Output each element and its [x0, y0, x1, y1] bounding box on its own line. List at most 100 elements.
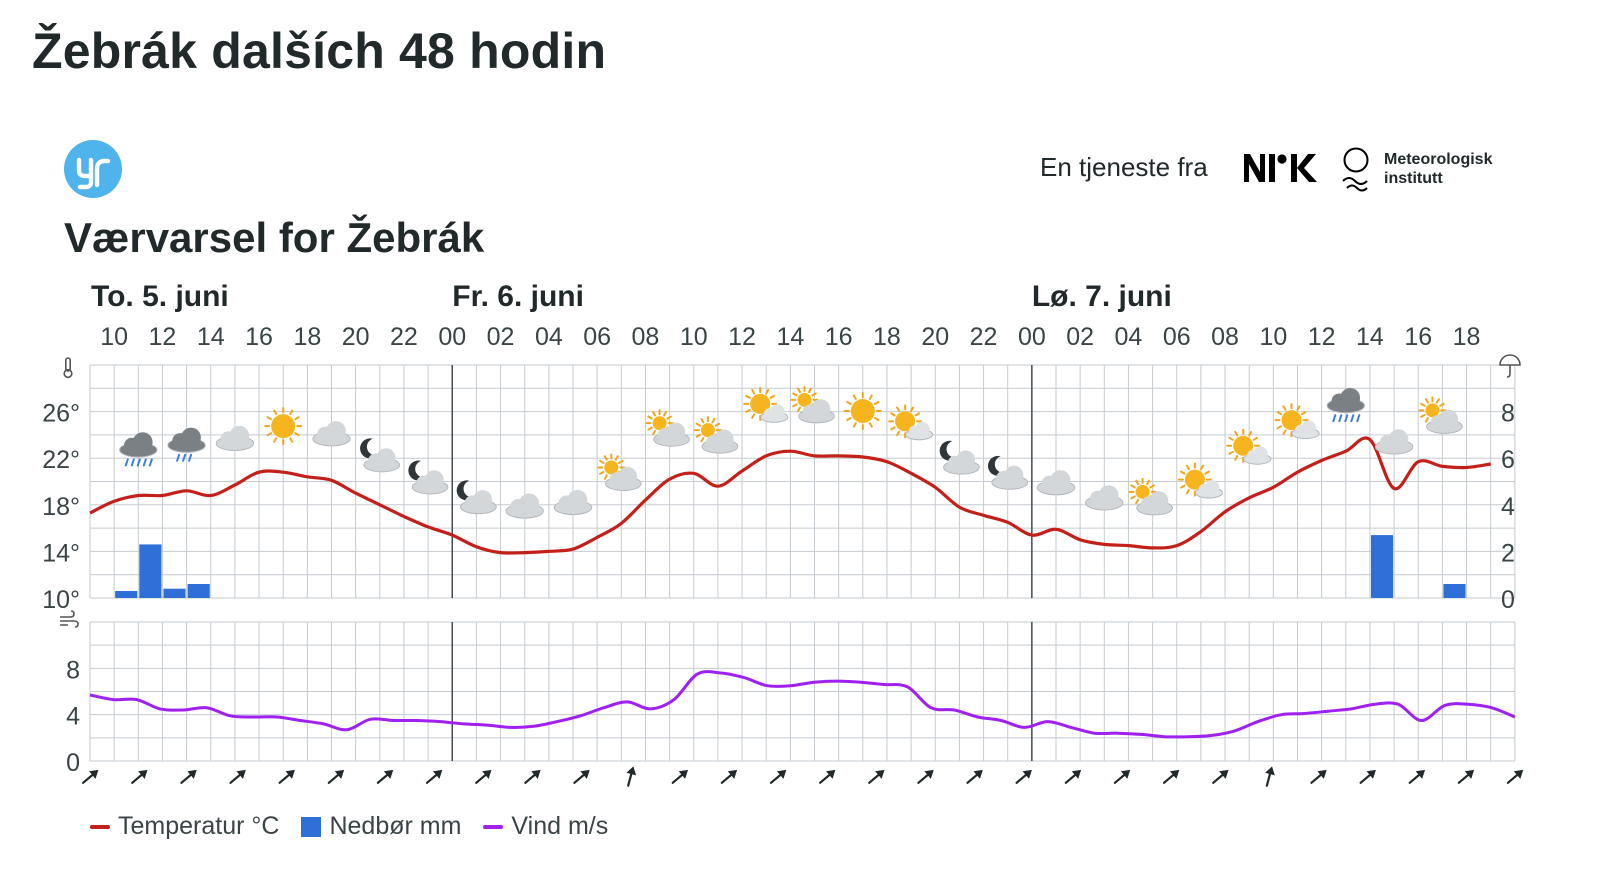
sun-ray [1185, 464, 1190, 471]
arrow-head [1317, 769, 1327, 779]
arrow-head [1022, 769, 1032, 779]
arrow-head [1366, 769, 1376, 779]
sun-ray [700, 417, 705, 424]
north-east-arrow-icon [966, 769, 983, 784]
north-east-arrow-icon [1162, 769, 1180, 784]
fair-day-icon [1274, 403, 1320, 440]
north-east-arrow-icon [1506, 769, 1524, 784]
sun-ray [1234, 430, 1239, 437]
partly-cloudy-night-icon [939, 440, 980, 475]
north-arrow-icon [626, 766, 637, 787]
moon-shape [456, 480, 475, 501]
sun-ray [797, 406, 801, 413]
arrow-head [875, 769, 885, 779]
legend-temperature: Temperatur °C [90, 812, 279, 841]
sun-ray [1282, 429, 1287, 436]
met-institute-text[interactable]: Meteorologisk institutt [1384, 150, 1492, 188]
north-arrow-icon [1265, 766, 1275, 787]
sun-disc [1425, 403, 1440, 418]
temperature-tick-label: 22° [42, 446, 80, 474]
north-east-arrow-icon [131, 769, 148, 784]
rain-drop [1338, 414, 1343, 423]
partly-cloudy-night-icon [360, 438, 401, 473]
temperature-line [89, 436, 1491, 555]
cloud-puff [714, 429, 734, 449]
north-east-arrow-icon [1408, 769, 1426, 784]
north-east-arrow-icon [868, 769, 885, 784]
precipitation-tick-label: 4 [1501, 493, 1515, 521]
cloud-puff [1050, 470, 1071, 490]
sun-ray [797, 387, 801, 394]
sun-ray [700, 436, 705, 443]
umbrella-icon [1499, 354, 1521, 378]
fair-day-icon [1226, 428, 1272, 465]
nrk-logo-icon [1244, 154, 1317, 182]
precipitation-bar [187, 584, 210, 598]
arrow-head [1513, 769, 1524, 779]
sun-ray [1180, 470, 1186, 475]
nrk-logo[interactable] [1242, 152, 1320, 189]
sun-ray [652, 429, 657, 436]
rain-drop [130, 458, 135, 467]
wind-tick-label: 8 [66, 656, 80, 684]
cloud-puff [1098, 485, 1119, 506]
rain-drop [124, 458, 129, 467]
sun-ray [666, 415, 672, 420]
cloud-puff [1340, 388, 1361, 408]
hour-tick-label: 06 [583, 323, 611, 351]
wind-line-group [89, 670, 1516, 739]
sun-ray [745, 394, 751, 399]
cloud-puff [1149, 491, 1169, 511]
wind-icon [60, 610, 79, 628]
hour-tick-label: 04 [535, 323, 563, 351]
temperature-line-group [89, 436, 1491, 555]
hour-tick-label: 20 [342, 323, 370, 351]
hour-tick-label: 20 [921, 323, 949, 351]
partly-cloudy-night-icon [456, 480, 497, 515]
sun-disc [1281, 410, 1302, 431]
legend-precipitation-swatch [301, 816, 322, 837]
yr-logo[interactable] [64, 140, 122, 198]
sun-disc [850, 399, 875, 424]
sun-ray [811, 392, 817, 397]
north-east-arrow-icon [671, 769, 689, 784]
sun-disc [750, 393, 771, 414]
sun-ray [792, 403, 798, 408]
legend-wind-swatch [483, 824, 504, 829]
hour-tick-label: 06 [1163, 323, 1191, 351]
partly-cloudy-day-icon [645, 409, 690, 447]
met-logo-icon[interactable] [1340, 146, 1374, 199]
legend-precipitation: Nedbør mm [301, 812, 461, 841]
cloud-puff [473, 490, 493, 510]
hour-tick-label: 08 [632, 323, 660, 351]
arrow-head [924, 769, 934, 779]
sun-ray [896, 430, 901, 437]
north-east-arrow-icon [1015, 769, 1032, 784]
sun-ray [603, 455, 608, 461]
precipitation-bar [1370, 535, 1394, 598]
hour-tick-label: 14 [776, 323, 804, 351]
arrow-head [1071, 769, 1082, 779]
sun-ray [603, 474, 608, 480]
partly-cloudy-day-icon [693, 416, 739, 454]
arrow-head [482, 769, 492, 779]
north-east-arrow-icon [475, 769, 492, 784]
cloud-puff [519, 493, 539, 514]
cloud-puff [1301, 420, 1316, 435]
sun-ray [695, 422, 702, 427]
sun-ray [1424, 417, 1429, 423]
fair-day-icon [743, 386, 789, 423]
precipitation-bar [115, 591, 138, 598]
rain-cloud-icon [119, 432, 158, 467]
cloud-icon [1085, 485, 1124, 511]
cloud-puff [1004, 465, 1024, 485]
sun-disc [652, 416, 667, 431]
sun-ray [1135, 479, 1140, 486]
north-east-arrow-icon [1359, 769, 1376, 784]
north-east-arrow-icon [180, 769, 197, 784]
precipitation-axis: 0 2 4 6 8 [1501, 400, 1515, 614]
rain-drop [148, 458, 153, 467]
sun-ray [663, 410, 668, 417]
precipitation-tick-label: 8 [1501, 400, 1515, 428]
